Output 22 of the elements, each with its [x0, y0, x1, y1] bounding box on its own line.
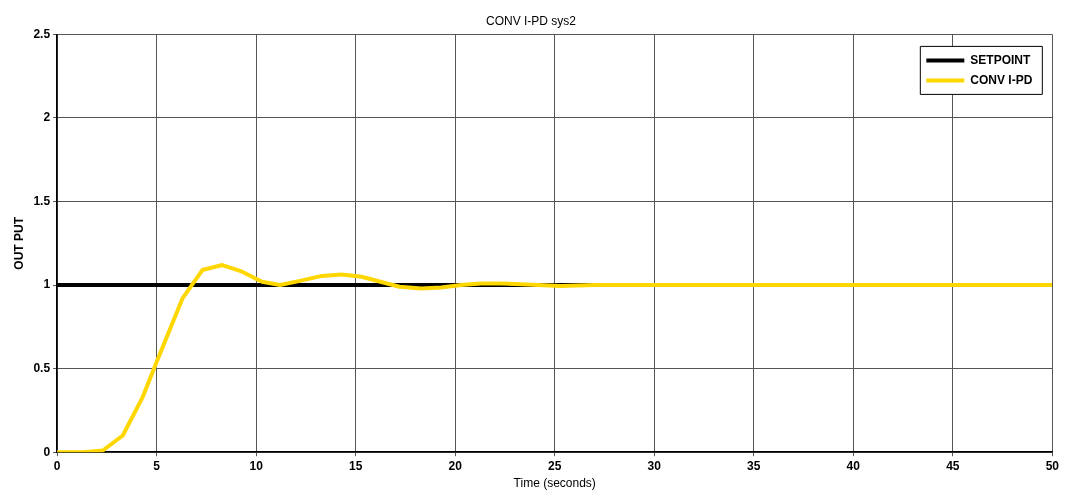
y-tick-label: 1.5 [33, 193, 51, 208]
y-tick-label: 0 [43, 444, 51, 459]
x-tick-label: 50 [1045, 458, 1060, 473]
x-tick-label: 10 [249, 458, 264, 473]
y-axis-title: OUT PUT [11, 216, 26, 270]
legend-label: CONV I-PD [970, 72, 1033, 87]
x-axis-title: Time (seconds) [513, 476, 596, 491]
x-tick-label: 5 [153, 458, 161, 473]
x-tick-label: 40 [846, 458, 861, 473]
x-tick-label: 15 [348, 458, 363, 473]
x-tick-label: 35 [747, 458, 761, 473]
x-tick-label: 30 [647, 458, 662, 473]
x-tick-label: 45 [946, 458, 960, 473]
x-tick-label: 20 [448, 458, 463, 473]
y-tick-label: 1 [43, 277, 51, 292]
x-tick-label: 25 [548, 458, 562, 473]
y-tick-label: 2 [43, 110, 51, 125]
y-tick-label: 0.5 [33, 360, 51, 375]
chart-title: CONV I-PD sys2 [485, 13, 577, 28]
legend-label: SETPOINT [970, 52, 1031, 67]
y-tick-label: 2.5 [33, 26, 51, 41]
x-tick-label: 0 [53, 458, 61, 473]
